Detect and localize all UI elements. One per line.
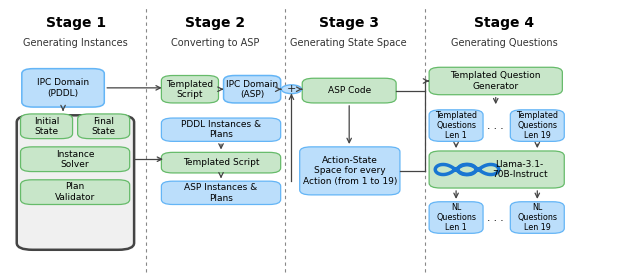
Text: NL
Questions
Len 19: NL Questions Len 19 <box>517 203 557 232</box>
FancyBboxPatch shape <box>161 181 281 204</box>
Text: Converting to ASP: Converting to ASP <box>171 38 259 48</box>
Text: Llama-3.1-
70B-Instruct: Llama-3.1- 70B-Instruct <box>492 160 547 179</box>
Text: Templated
Questions
Len 1: Templated Questions Len 1 <box>435 111 477 141</box>
FancyBboxPatch shape <box>20 147 130 172</box>
Text: Plan
Validator: Plan Validator <box>55 183 95 202</box>
FancyBboxPatch shape <box>161 118 281 141</box>
Text: Final
State: Final State <box>92 116 116 136</box>
FancyBboxPatch shape <box>429 151 564 188</box>
FancyBboxPatch shape <box>429 67 563 95</box>
FancyBboxPatch shape <box>510 110 564 141</box>
Text: +: + <box>287 84 296 94</box>
FancyBboxPatch shape <box>77 114 130 139</box>
Text: Stage 3: Stage 3 <box>319 17 378 31</box>
Text: Templated
Script: Templated Script <box>166 80 214 99</box>
Text: . . .: . . . <box>488 121 504 130</box>
Text: IPC Domain
(ASP): IPC Domain (ASP) <box>226 80 278 99</box>
Text: Generating State Space: Generating State Space <box>290 38 407 48</box>
FancyBboxPatch shape <box>20 114 72 139</box>
FancyBboxPatch shape <box>302 78 396 103</box>
FancyBboxPatch shape <box>161 76 218 103</box>
Text: . . .: . . . <box>488 213 504 223</box>
Text: Generating Instances: Generating Instances <box>24 38 128 48</box>
Text: Stage 4: Stage 4 <box>474 17 534 31</box>
Text: IPC Domain
(PDDL): IPC Domain (PDDL) <box>37 78 89 97</box>
FancyBboxPatch shape <box>429 110 483 141</box>
FancyBboxPatch shape <box>161 152 281 173</box>
FancyBboxPatch shape <box>300 147 400 195</box>
Text: Action-State
Space for every
Action (from 1 to 19): Action-State Space for every Action (fro… <box>303 156 397 186</box>
Text: Stage 1: Stage 1 <box>45 17 106 31</box>
Text: PDDL Instances &
Plans: PDDL Instances & Plans <box>181 120 261 139</box>
FancyBboxPatch shape <box>22 69 104 107</box>
Text: Initial
State: Initial State <box>34 116 60 136</box>
FancyBboxPatch shape <box>510 202 564 233</box>
Text: Stage 2: Stage 2 <box>185 17 245 31</box>
Text: ASP Code: ASP Code <box>328 86 371 95</box>
Text: Templated Script: Templated Script <box>183 158 259 167</box>
Text: NL
Questions
Len 1: NL Questions Len 1 <box>436 203 476 232</box>
FancyBboxPatch shape <box>223 76 281 103</box>
FancyBboxPatch shape <box>20 180 130 204</box>
Text: Generating Questions: Generating Questions <box>451 38 557 48</box>
Text: ASP Instances &
Plans: ASP Instances & Plans <box>184 183 258 202</box>
Text: Templated Question
Generator: Templated Question Generator <box>451 71 541 91</box>
Text: Templated
Questions
Len 19: Templated Questions Len 19 <box>516 111 558 141</box>
Text: Instance
Solver: Instance Solver <box>56 150 94 169</box>
Circle shape <box>282 85 301 94</box>
FancyBboxPatch shape <box>429 202 483 233</box>
FancyBboxPatch shape <box>17 115 134 250</box>
